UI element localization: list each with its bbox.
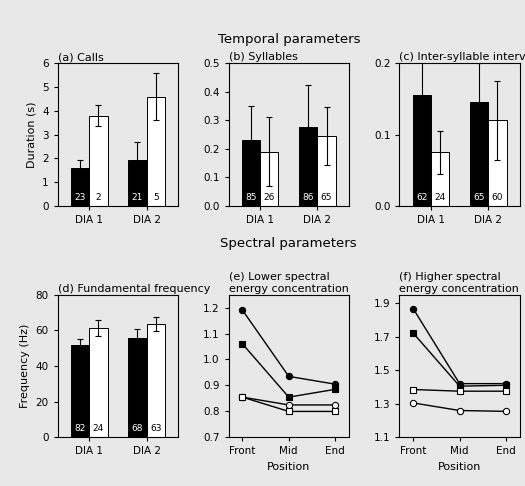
- Bar: [89, 116, 108, 206]
- Text: 65: 65: [321, 193, 332, 202]
- Bar: [146, 324, 165, 437]
- Text: 86: 86: [302, 193, 314, 202]
- Bar: [71, 346, 89, 437]
- Text: 68: 68: [132, 424, 143, 433]
- Text: (d) Fundamental frequency: (d) Fundamental frequency: [58, 284, 210, 294]
- Y-axis label: Duration (s): Duration (s): [27, 102, 37, 168]
- Bar: [89, 328, 108, 437]
- Text: (f) Higher spectral
energy concentration: (f) Higher spectral energy concentration: [400, 272, 519, 294]
- Text: (b) Syllables: (b) Syllables: [228, 52, 298, 62]
- Text: 5: 5: [153, 193, 159, 202]
- Bar: [71, 168, 89, 206]
- Text: 82: 82: [75, 424, 86, 433]
- Text: 2: 2: [96, 193, 101, 202]
- Text: 62: 62: [416, 193, 427, 202]
- Bar: [470, 103, 488, 206]
- Text: 85: 85: [245, 193, 257, 202]
- Bar: [128, 338, 146, 437]
- Text: 60: 60: [491, 193, 503, 202]
- Text: (c) Inter-syllable interval: (c) Inter-syllable interval: [400, 52, 525, 62]
- Text: Spectral parameters: Spectral parameters: [220, 237, 357, 250]
- Bar: [242, 140, 260, 206]
- Text: (a) Calls: (a) Calls: [58, 52, 103, 62]
- Text: 65: 65: [474, 193, 485, 202]
- X-axis label: Position: Position: [438, 462, 481, 472]
- Bar: [146, 97, 165, 206]
- Bar: [431, 153, 449, 206]
- Text: 24: 24: [435, 193, 446, 202]
- Text: Temporal parameters: Temporal parameters: [217, 33, 360, 46]
- Text: 21: 21: [132, 193, 143, 202]
- Text: (e) Lower spectral
energy concentration: (e) Lower spectral energy concentration: [228, 272, 349, 294]
- Text: 24: 24: [93, 424, 104, 433]
- Bar: [488, 121, 507, 206]
- Bar: [318, 136, 335, 206]
- Text: 63: 63: [150, 424, 162, 433]
- Text: 23: 23: [75, 193, 86, 202]
- Bar: [260, 152, 278, 206]
- Y-axis label: Frequency (Hz): Frequency (Hz): [20, 324, 30, 408]
- X-axis label: Position: Position: [267, 462, 310, 472]
- Bar: [413, 95, 431, 206]
- Bar: [299, 127, 318, 206]
- Bar: [128, 159, 146, 206]
- Text: 26: 26: [264, 193, 275, 202]
